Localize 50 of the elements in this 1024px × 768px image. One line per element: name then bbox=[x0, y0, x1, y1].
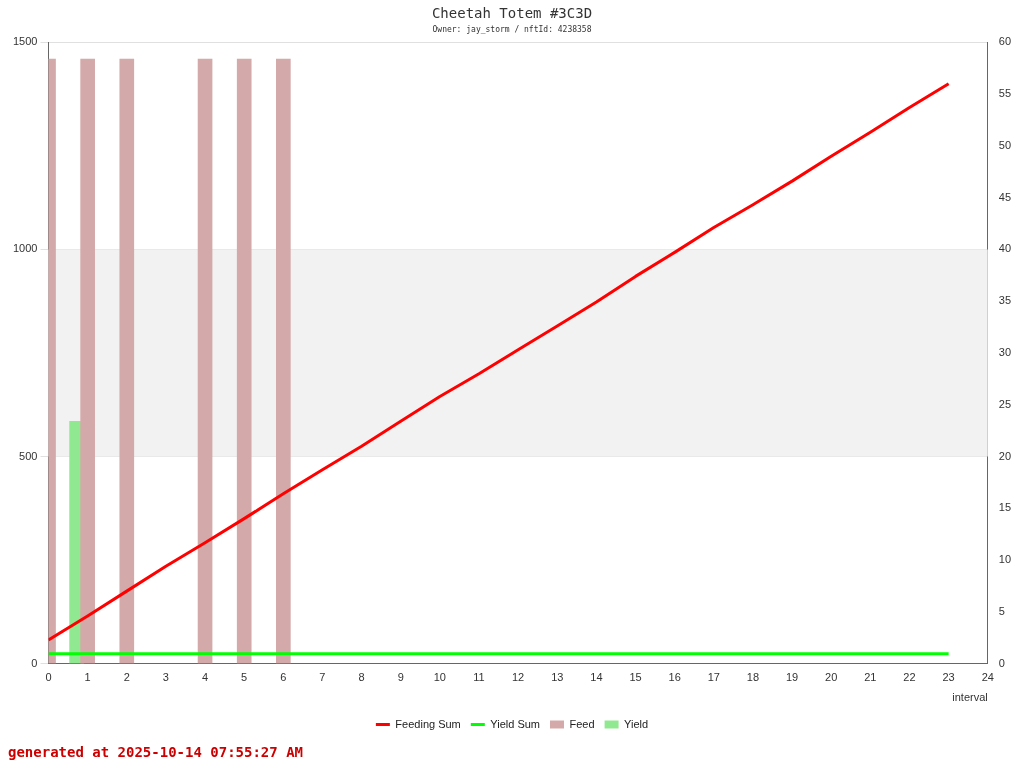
x-tick-label: 16 bbox=[668, 671, 681, 684]
x-tick-label: 11 bbox=[473, 671, 485, 684]
x-tick-label: 24 bbox=[981, 671, 994, 684]
x-tick-label: 13 bbox=[551, 671, 564, 684]
y2-tick-label: 45 bbox=[998, 190, 1012, 203]
x-tick-label: 1 bbox=[84, 671, 91, 684]
x-tick-label: 5 bbox=[241, 671, 248, 684]
chart-title: Cheetah Totem #3C3D bbox=[431, 5, 593, 22]
y2-tick-label: 30 bbox=[998, 346, 1012, 359]
x-tick-label: 9 bbox=[397, 671, 404, 684]
legend-label: Yield Sum bbox=[490, 717, 541, 730]
x-tick-label: 23 bbox=[942, 671, 955, 684]
x-tick-label: 3 bbox=[162, 671, 169, 684]
y2-tick-label: 0 bbox=[998, 656, 1005, 669]
x-tick-label: 8 bbox=[358, 671, 365, 684]
x-tick-label: 17 bbox=[707, 671, 720, 684]
x-tick-label: 18 bbox=[746, 671, 760, 684]
text: generated at 2025-10-14 07:55:27 AM bbox=[8, 744, 304, 760]
y-tick-label: 0 bbox=[31, 656, 38, 669]
x-axis-title: interval bbox=[952, 691, 988, 704]
x-tick-label: 0 bbox=[45, 671, 52, 684]
legend-label: Feeding Sum bbox=[395, 717, 461, 730]
y2-tick-label: 40 bbox=[998, 242, 1012, 255]
y2-tick-label: 5 bbox=[998, 604, 1005, 617]
y2-tick-label: 55 bbox=[998, 87, 1012, 100]
chart-subtitle: Owner: jay_storm / nftId: 4238358 bbox=[432, 24, 592, 34]
x-tick-label: 15 bbox=[629, 671, 642, 684]
legend-label: Feed bbox=[569, 717, 595, 730]
x-tick-label: 21 bbox=[864, 671, 877, 684]
x-tick-label: 7 bbox=[319, 671, 326, 684]
x-tick-label: 6 bbox=[280, 671, 287, 684]
x-tick-label: 2 bbox=[123, 671, 130, 684]
y2-tick-label: 20 bbox=[998, 449, 1012, 462]
y-tick-label: 1000 bbox=[12, 242, 38, 255]
x-tick-label: 19 bbox=[785, 671, 799, 684]
x-tick-label: 4 bbox=[201, 671, 209, 684]
y2-tick-label: 15 bbox=[998, 501, 1012, 514]
y2-tick-label: 50 bbox=[998, 138, 1012, 151]
legend-label: Yield bbox=[624, 717, 649, 730]
y2-tick-label: 35 bbox=[998, 294, 1012, 307]
y-tick-label: 500 bbox=[19, 449, 38, 462]
y2-tick-label: 60 bbox=[998, 35, 1012, 48]
y2-tick-label: 25 bbox=[998, 397, 1012, 410]
x-tick-label: 22 bbox=[903, 671, 916, 684]
x-tick-label: 14 bbox=[590, 671, 603, 684]
y-tick-label: 1500 bbox=[12, 35, 38, 48]
x-tick-label: 10 bbox=[433, 671, 446, 684]
x-tick-label: 20 bbox=[825, 671, 838, 684]
y2-tick-label: 10 bbox=[998, 553, 1012, 566]
x-tick-label: 12 bbox=[511, 671, 525, 684]
